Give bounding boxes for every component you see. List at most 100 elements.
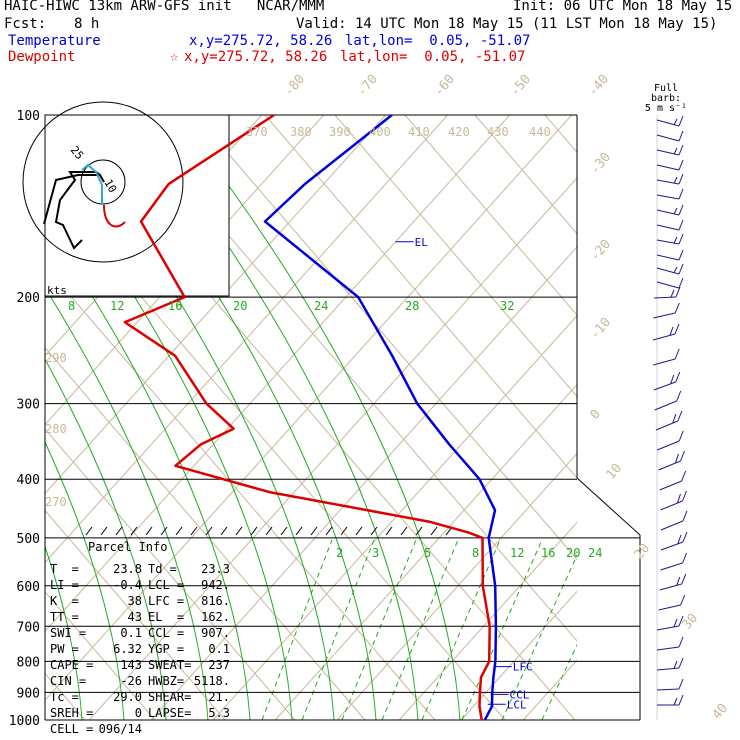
fcst-value: 8 h: [74, 16, 100, 32]
wind-barb-flag: [673, 236, 678, 244]
hodograph-trace-black: [43, 174, 97, 225]
wind-barb-flag: [680, 594, 686, 606]
lfc-marker-label: LFC: [513, 661, 533, 674]
pressure-tick-label: 900: [17, 686, 40, 701]
wind-barb: [656, 688, 680, 691]
wind-barb-flag: [678, 678, 684, 690]
mixing-ratio-label: 24: [314, 299, 328, 313]
temperature-label: Temperature: [8, 33, 101, 49]
theta-label: 390: [329, 125, 351, 139]
wind-barb: [656, 267, 680, 275]
dewpoint-star-icon: ☆: [170, 49, 179, 65]
wind-barb-flag: [678, 263, 684, 275]
wind-barb: [655, 420, 679, 431]
wind-barb-flag: [677, 410, 683, 422]
freezing-tick: [355, 526, 363, 536]
dewpoint-label: Dewpoint: [8, 49, 76, 65]
parcel-value: 162.: [201, 610, 230, 624]
moist-adiabat-curve: [45, 358, 167, 720]
wind-barb-flag: [681, 573, 687, 585]
wind-barb: [652, 333, 676, 341]
isotherm-line: [45, 115, 511, 633]
freezing-tick: [370, 526, 378, 536]
mixing-ratio-line: [301, 539, 375, 720]
lcl-marker-label: LCL: [507, 698, 527, 711]
parcel-label: CAPE =: [50, 658, 94, 672]
isotherm-line: [274, 383, 577, 720]
theta-label: 430: [487, 125, 509, 139]
isotherm-line: [88, 177, 577, 720]
wind-barb-flag: [682, 552, 688, 564]
wind-barb-flag: [678, 249, 684, 261]
mixing-ratio-label: 28: [405, 299, 419, 313]
isotherm-line: [212, 315, 577, 720]
parcel-label: LAPSE=: [148, 706, 192, 720]
mixing-ratio-line: [461, 539, 543, 720]
wind-barb-flag: [670, 374, 675, 384]
hodograph-trace-black: [54, 171, 105, 250]
theta-label: 280: [45, 422, 67, 436]
freezing-tick: [415, 526, 423, 536]
mixing-ratio-label: 5: [424, 546, 431, 560]
parcel-label: PW =: [50, 642, 79, 656]
wind-barb: [660, 562, 683, 571]
barb-legend-unit: 5 m s⁻¹: [644, 103, 688, 114]
dry-adiabat-line: [194, 115, 577, 561]
mixing-ratio-line: [421, 539, 501, 720]
wind-barbs: [652, 115, 688, 720]
theta-label: 440: [529, 125, 551, 139]
parcel-info-row: CIN = -26 HWBZ= 5118.: [50, 674, 232, 688]
wind-barb: [653, 296, 676, 299]
background-grid: [45, 115, 577, 720]
wind-barb-flag: [682, 490, 687, 502]
wind-barb-flag: [682, 510, 688, 522]
isotherm-line: [460, 590, 577, 720]
freezing-tick: [325, 526, 333, 536]
parcel-info-row: SWI = 0.1 CCL = 907.: [50, 626, 232, 640]
wind-barb-flag: [678, 694, 684, 706]
dewpoint-trace: [123, 115, 491, 720]
temperature-xy: x,y=275.72, 58.26: [189, 33, 333, 49]
theta-label: 270: [45, 495, 67, 509]
wind-barb: [656, 646, 680, 651]
wind-barb-flag: [673, 660, 678, 669]
freezing-tick: [400, 526, 408, 536]
parcel-value: 0.1: [208, 642, 230, 656]
parcel-label: Tc =: [50, 690, 79, 704]
wind-barb: [656, 194, 680, 200]
parcel-label: HWBZ=: [148, 674, 185, 688]
wind-barb-flag: [681, 470, 687, 482]
parcel-value: 0.1: [120, 626, 142, 640]
wind-barb-flag: [674, 323, 680, 335]
isotherm-line: [150, 246, 577, 720]
theta-label: 380: [290, 125, 312, 139]
dry-adiabat-line: [264, 115, 577, 479]
fcst-label: Fcst:: [4, 16, 47, 32]
moist-adiabat-curve: [167, 159, 419, 720]
moist-adiabat-curve: [45, 441, 125, 720]
mixing-ratio-label: 12: [110, 299, 124, 313]
pressure-tick-label: 700: [17, 620, 40, 635]
wind-barb: [656, 224, 680, 231]
freezing-tick: [385, 526, 393, 536]
mixing-ratio-label: 12: [510, 546, 524, 560]
moist-adiabat-curve: [45, 286, 209, 720]
parcel-value: 907.: [201, 626, 230, 640]
freezing-tick: [310, 526, 318, 536]
parcel-value: 21.: [208, 690, 230, 704]
isotherm-label: 20: [632, 541, 654, 563]
wind-barb-flag: [674, 348, 680, 360]
isotherm-line: [45, 115, 573, 701]
wind-barb-flag: [678, 219, 684, 231]
wind-barb: [656, 239, 680, 245]
hodograph-trace-red: [103, 204, 126, 228]
isotherm-label: -40: [586, 72, 613, 100]
parcel-info-row: K = 38 LFC = 816.: [50, 594, 232, 608]
wind-barb: [656, 281, 680, 289]
barb-legend-title: Full barb:: [650, 83, 682, 104]
parcel-label: LI =: [50, 578, 79, 592]
parcel-label: CCL =: [148, 626, 185, 640]
mixing-ratio-line: [341, 539, 417, 720]
